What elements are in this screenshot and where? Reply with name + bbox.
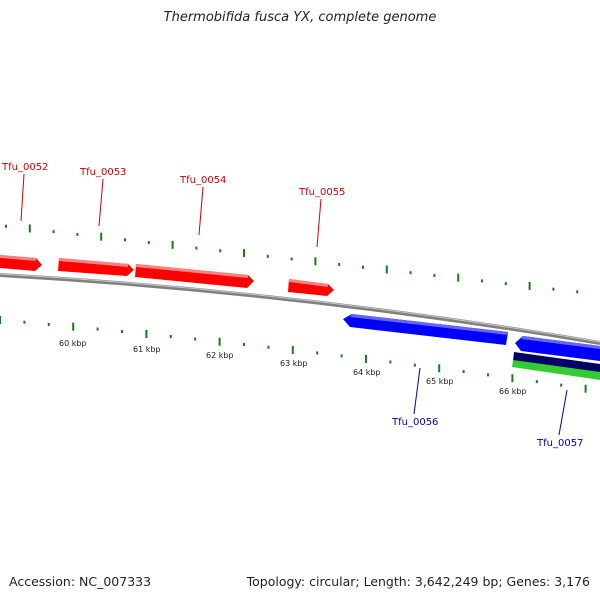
tick-label: 63 kbp bbox=[280, 359, 308, 368]
gene-leader-line bbox=[98, 178, 104, 227]
gene-label-tfu-0052[interactable]: Tfu_0052 bbox=[1, 162, 48, 173]
gene-leader-line bbox=[413, 367, 421, 415]
map-title: Thermobifida fusca YX, complete genome bbox=[163, 10, 437, 25]
gene-label-tfu-0053[interactable]: Tfu_0053 bbox=[79, 167, 126, 178]
inner-tick-ring bbox=[0, 316, 587, 393]
navy-feature-bar[interactable] bbox=[513, 352, 600, 373]
gene-arrow-tfu-0057[interactable] bbox=[515, 336, 600, 361]
gene-arrow-shade bbox=[521, 336, 600, 349]
gene-arrow-shade bbox=[136, 264, 248, 278]
gene-leader-line bbox=[558, 389, 568, 436]
tick-label: 62 kbp bbox=[206, 351, 234, 360]
gene-label-tfu-0054[interactable]: Tfu_0054 bbox=[179, 175, 226, 186]
gene-arrow-tfu-0056[interactable] bbox=[343, 314, 508, 345]
gene-leader-line bbox=[198, 186, 204, 236]
gene-arrow-shade bbox=[289, 279, 328, 287]
genome-backbone-highlight bbox=[0, 273, 600, 343]
gene-leader-line bbox=[20, 173, 25, 222]
gene-label-tfu-0056[interactable]: Tfu_0056 bbox=[391, 417, 438, 428]
genome-backbone bbox=[0, 273, 600, 345]
gene-label-tfu-0055[interactable]: Tfu_0055 bbox=[298, 187, 345, 198]
gene-label-tfu-0057[interactable]: Tfu_0057 bbox=[536, 438, 583, 449]
gene-arrow-shade bbox=[0, 255, 36, 261]
genome-summary-text: Topology: circular; Length: 3,642,249 bp… bbox=[246, 574, 590, 589]
tick-label: 64 kbp bbox=[353, 368, 381, 377]
tick-label: 60 kbp bbox=[59, 339, 87, 348]
tick-labels: 60 kbp 61 kbp 62 kbp 63 kbp 64 kbp 65 kbp 66 k… bbox=[59, 339, 527, 396]
tick-label: 65 kbp bbox=[426, 377, 454, 386]
gene-arrow-shade bbox=[350, 314, 508, 335]
gene-arrow-tfu-0054[interactable] bbox=[135, 264, 254, 288]
tick-label: 66 kbp bbox=[499, 387, 527, 396]
accession-text: Accession: NC_007333 bbox=[9, 574, 152, 589]
gene-arrow-shade bbox=[59, 258, 128, 267]
gene-leader-line bbox=[316, 198, 322, 248]
outer-tick-ring bbox=[5, 224, 579, 294]
green-feature-bar[interactable] bbox=[512, 360, 600, 380]
gene-labels: Tfu_0052 Tfu_0053 Tfu_0054 Tfu_0055 Tfu_0056… bbox=[1, 162, 583, 449]
tick-label: 61 kbp bbox=[133, 345, 161, 354]
